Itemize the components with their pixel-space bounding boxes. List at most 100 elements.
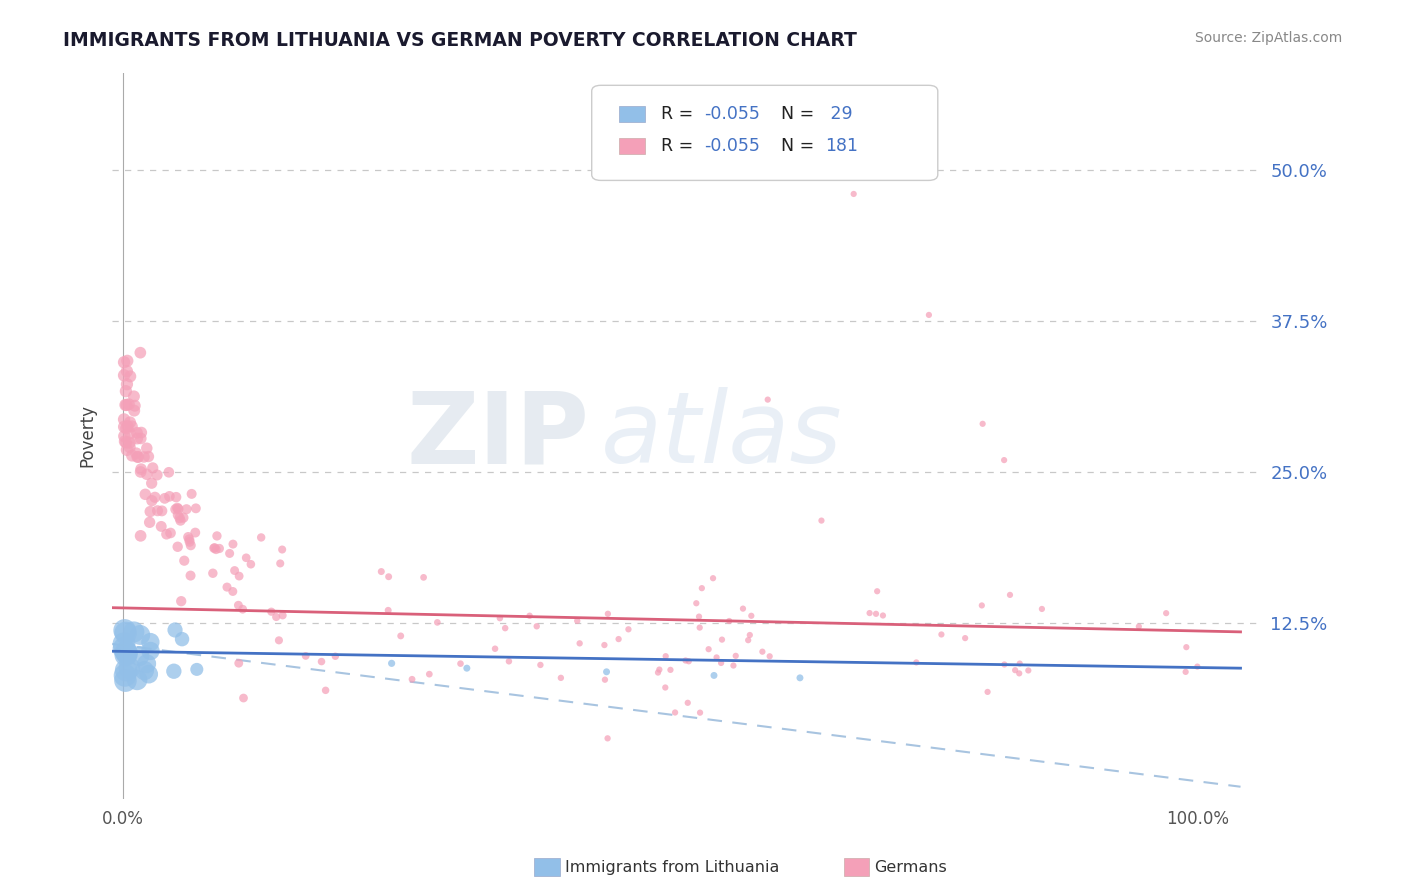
Point	[688, 609, 710, 624]
Point	[595, 665, 617, 679]
Point	[789, 671, 811, 685]
Point	[607, 632, 630, 646]
Point	[740, 608, 762, 623]
Point	[498, 654, 520, 668]
Point	[112, 355, 135, 369]
Point	[1187, 659, 1209, 673]
Point	[271, 542, 294, 557]
Point	[593, 638, 616, 652]
Point	[115, 398, 138, 412]
Point	[617, 623, 640, 637]
Point	[143, 490, 166, 504]
Point	[970, 599, 993, 613]
Point	[179, 534, 201, 549]
Point	[456, 661, 478, 675]
Point	[718, 614, 741, 628]
Point	[118, 661, 141, 675]
Point	[377, 570, 399, 584]
Point	[127, 673, 149, 687]
Point	[998, 588, 1021, 602]
Point	[115, 435, 138, 450]
Point	[676, 696, 699, 710]
Point	[648, 663, 671, 677]
Point	[264, 610, 287, 624]
Point	[125, 446, 148, 460]
Point	[172, 510, 194, 524]
Text: Germans: Germans	[875, 860, 948, 874]
Point	[953, 631, 976, 645]
Point	[118, 416, 141, 430]
Point	[664, 706, 686, 720]
Point	[115, 442, 138, 457]
Point	[169, 514, 191, 528]
Point	[142, 461, 165, 475]
Point	[1154, 606, 1177, 620]
Point	[139, 635, 162, 649]
Point	[114, 673, 136, 688]
Point	[112, 412, 135, 426]
Point	[810, 514, 832, 528]
Point	[710, 656, 733, 670]
Point	[706, 650, 728, 665]
Point	[124, 399, 146, 413]
Point	[184, 525, 207, 540]
Point	[170, 632, 193, 647]
Point	[1008, 657, 1031, 671]
FancyBboxPatch shape	[619, 137, 644, 153]
Text: Source: ZipAtlas.com: Source: ZipAtlas.com	[1195, 31, 1343, 45]
Point	[526, 619, 548, 633]
Point	[176, 502, 198, 516]
Point	[1174, 665, 1197, 679]
Point	[165, 502, 187, 516]
Point	[173, 554, 195, 568]
Point	[179, 533, 201, 547]
Point	[697, 642, 720, 657]
Point	[993, 453, 1015, 467]
Text: N =: N =	[782, 105, 814, 123]
Text: N =: N =	[782, 136, 814, 154]
Point	[118, 397, 141, 411]
Point	[647, 665, 669, 680]
Point	[118, 426, 141, 441]
Point	[114, 648, 136, 662]
Point	[122, 403, 145, 417]
Point	[260, 605, 283, 619]
Point	[114, 398, 136, 412]
FancyBboxPatch shape	[592, 86, 938, 180]
Point	[184, 501, 207, 516]
Point	[146, 467, 169, 482]
Point	[389, 629, 412, 643]
Point	[418, 667, 440, 681]
Point	[931, 627, 953, 641]
Point	[157, 489, 180, 503]
Point	[724, 648, 747, 663]
Point	[127, 450, 149, 464]
Point	[163, 664, 186, 678]
Point	[166, 540, 188, 554]
Point	[325, 649, 347, 664]
Text: atlas: atlas	[600, 387, 842, 484]
Point	[129, 345, 152, 359]
Point	[250, 531, 273, 545]
Point	[150, 504, 173, 518]
FancyBboxPatch shape	[619, 106, 644, 122]
Text: Immigrants from Lithuania: Immigrants from Lithuania	[565, 860, 779, 874]
Point	[115, 421, 138, 435]
Point	[146, 504, 169, 518]
Point	[115, 384, 138, 399]
Point	[167, 501, 190, 516]
Point	[139, 644, 162, 658]
Point	[128, 648, 150, 663]
Point	[593, 673, 616, 687]
Point	[155, 527, 177, 541]
Text: IMMIGRANTS FROM LITHUANIA VS GERMAN POVERTY CORRELATION CHART: IMMIGRANTS FROM LITHUANIA VS GERMAN POVE…	[63, 31, 858, 50]
Point	[972, 417, 994, 431]
Point	[165, 490, 187, 504]
Point	[689, 706, 711, 720]
Point	[115, 645, 138, 659]
Point	[120, 369, 142, 384]
Text: -0.055: -0.055	[704, 105, 761, 123]
Point	[489, 611, 512, 625]
Point	[134, 487, 156, 501]
Point	[412, 570, 434, 584]
